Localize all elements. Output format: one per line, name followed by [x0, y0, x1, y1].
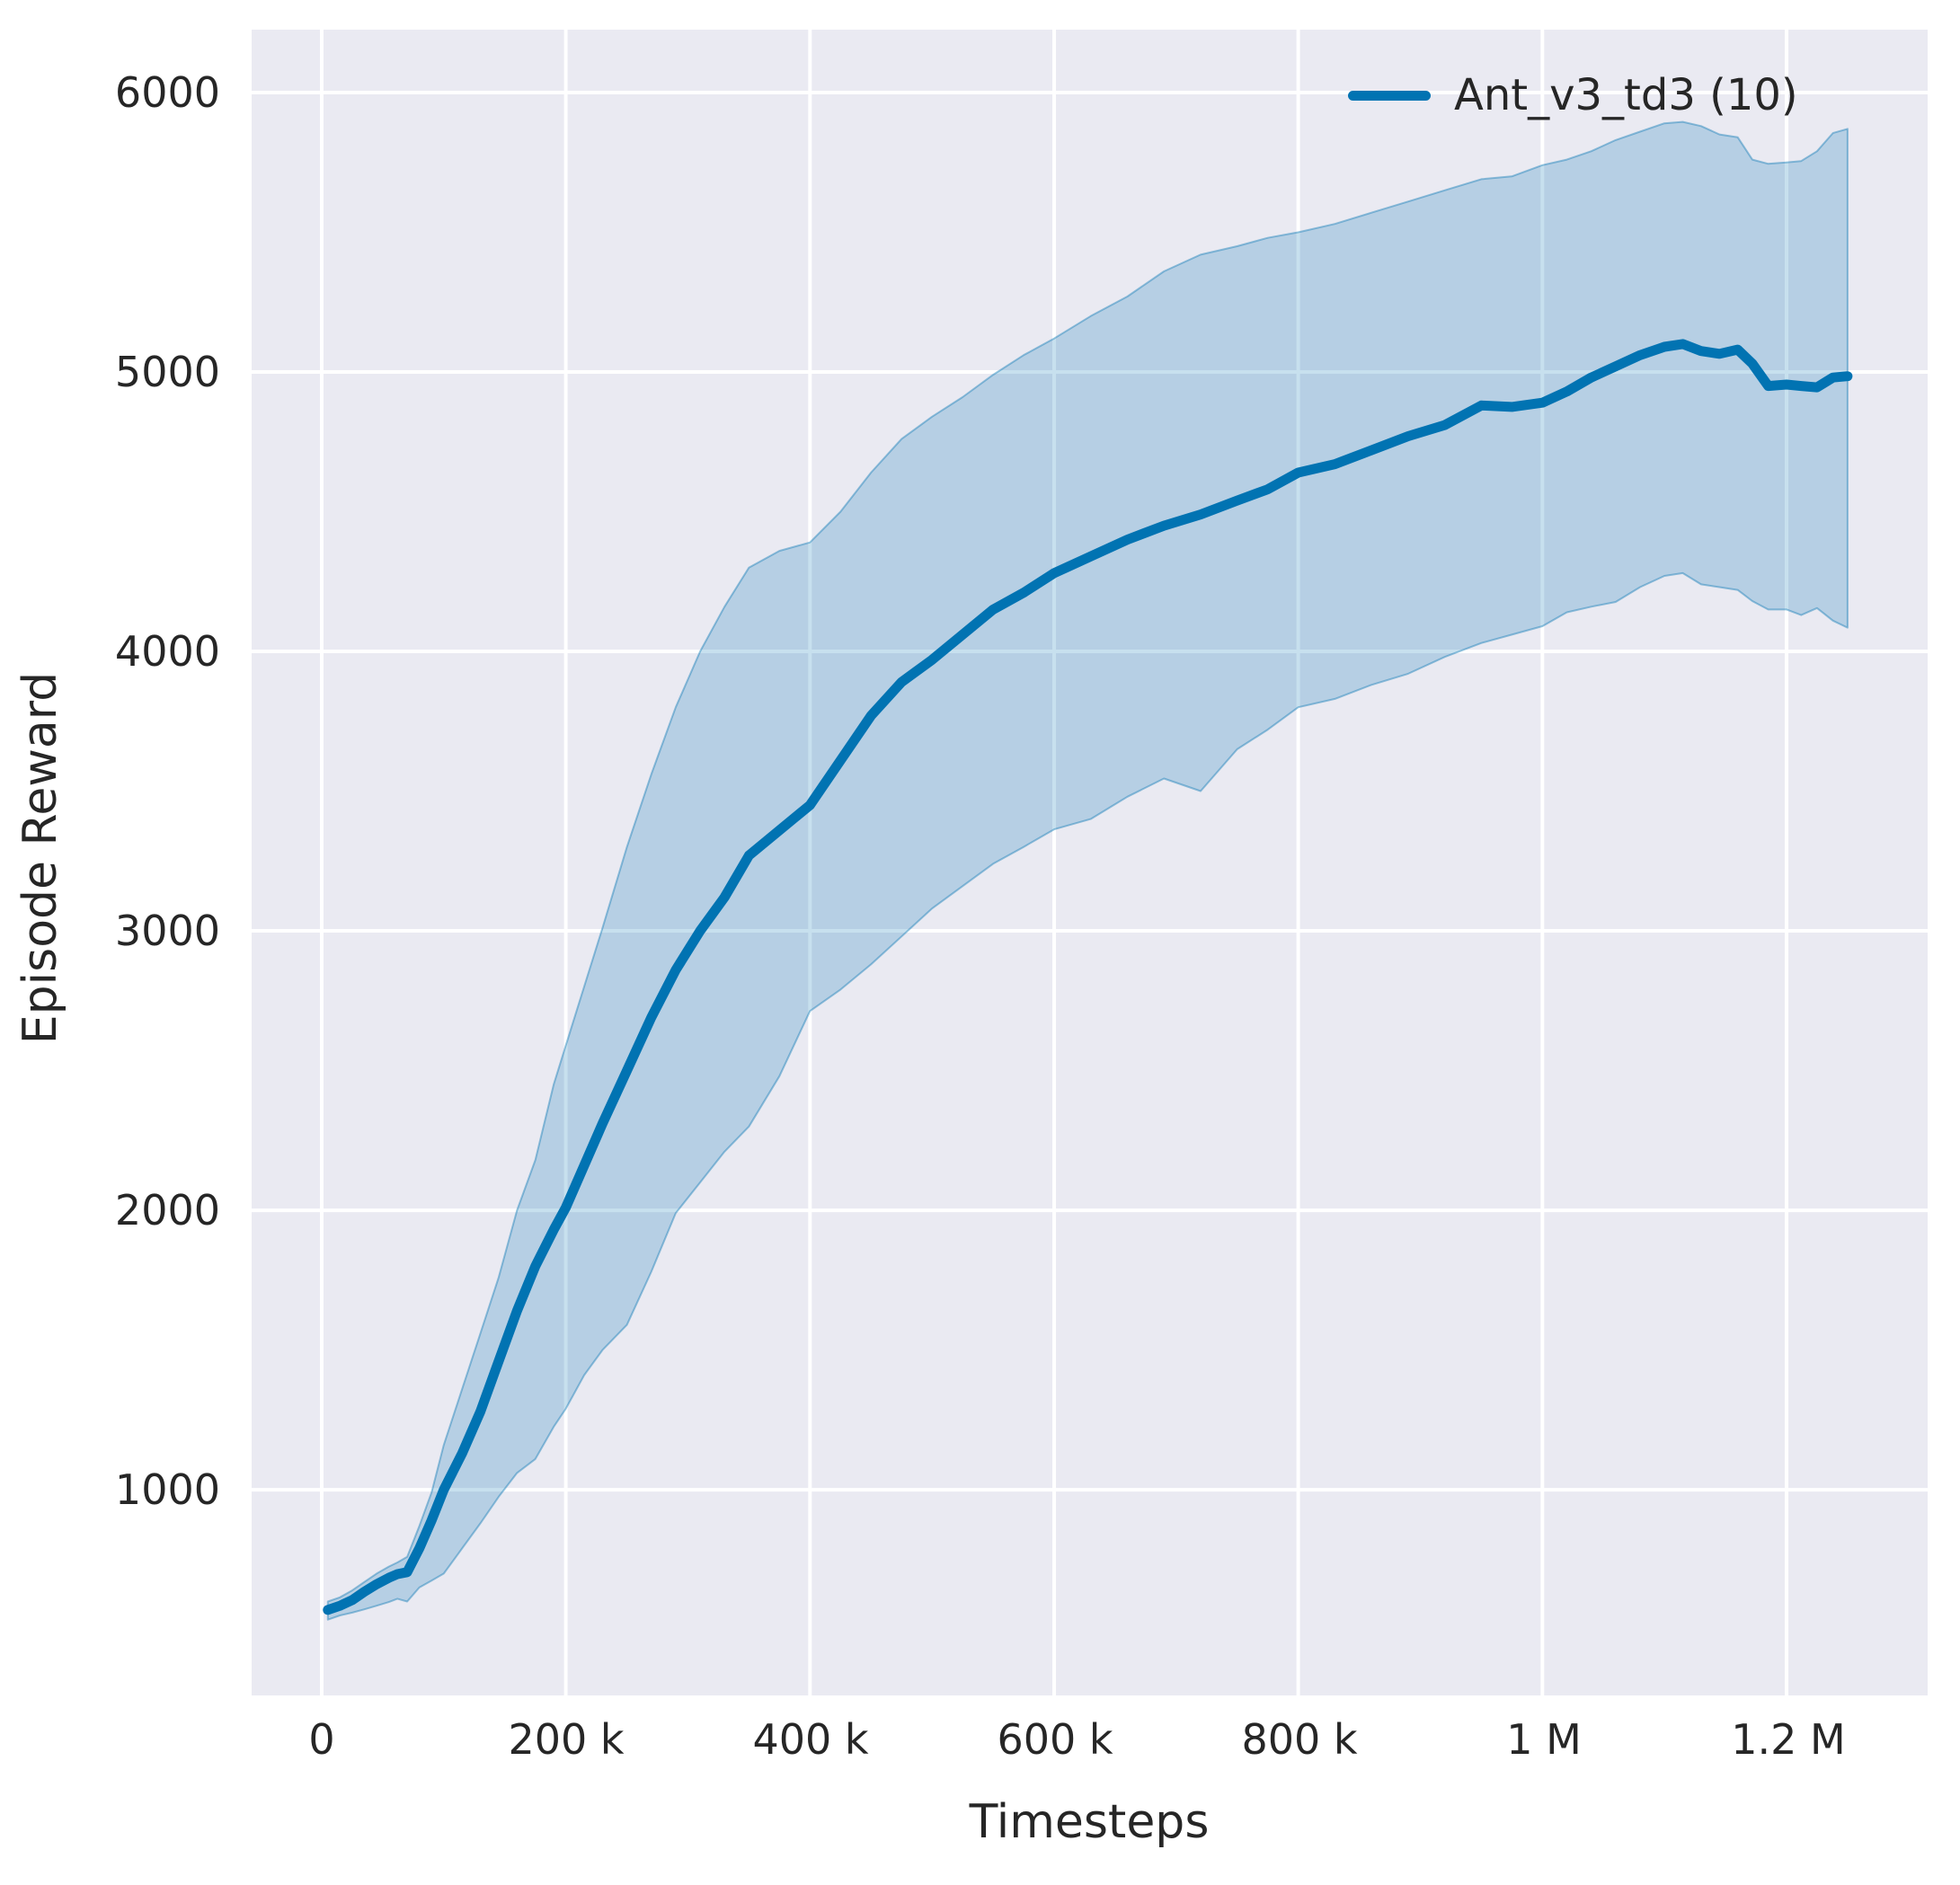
y-tick-label: 3000 [114, 907, 220, 955]
y-axis-label: Episode Reward [13, 671, 67, 1045]
x-tick-label: 800 k [1241, 1715, 1358, 1764]
x-tick-label: 1.2 M [1731, 1715, 1846, 1764]
x-tick-label: 1 M [1506, 1715, 1582, 1764]
x-tick-label: 600 k [997, 1715, 1113, 1764]
legend: Ant_v3_td3 (10) [1348, 72, 1798, 119]
y-tick-label: 5000 [114, 348, 220, 396]
legend-line-swatch [1348, 90, 1431, 101]
x-tick-label: 0 [308, 1715, 335, 1764]
plot-background [252, 30, 1928, 1695]
x-tick-label: 200 k [508, 1715, 625, 1764]
y-tick-label: 4000 [114, 627, 220, 676]
y-tick-label: 1000 [114, 1465, 220, 1514]
x-axis-label: Timesteps [969, 1795, 1210, 1849]
y-tick-label: 6000 [114, 68, 220, 117]
mean-line [323, 339, 1853, 1615]
confidence-band [326, 120, 1849, 1621]
x-tick-label: 400 k [752, 1715, 869, 1764]
legend-label: Ant_v3_td3 (10) [1454, 70, 1798, 120]
y-tick-label: 2000 [114, 1186, 220, 1235]
